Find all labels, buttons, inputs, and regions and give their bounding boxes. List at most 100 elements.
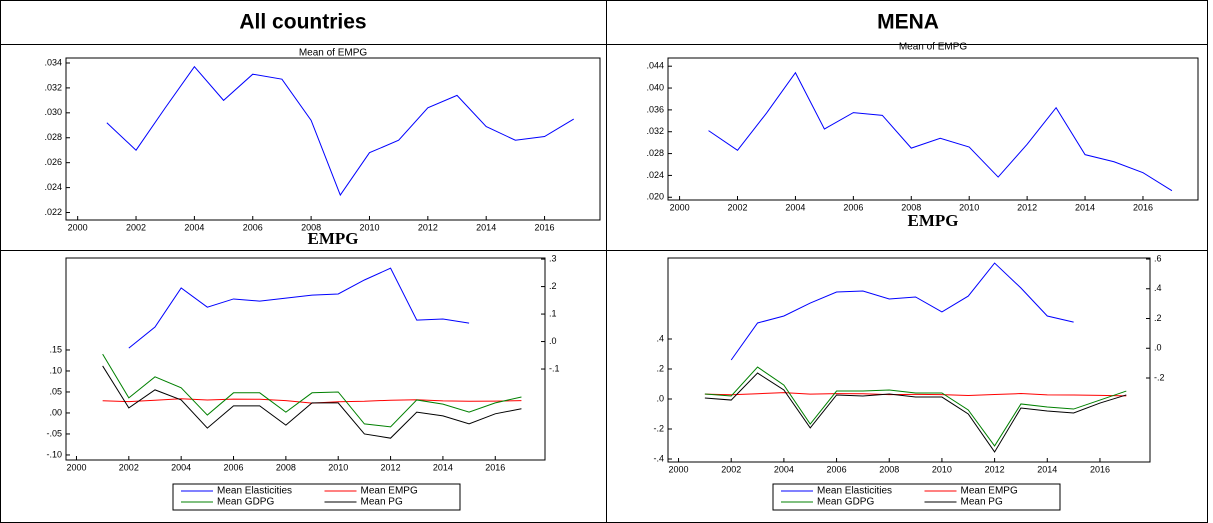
y-tick-label: .2 (656, 363, 664, 373)
x-tick-label: 2014 (476, 222, 496, 232)
x-tick-label: 2002 (721, 464, 741, 474)
x-tick-label: 2012 (985, 464, 1005, 474)
x-tick-label: 2004 (171, 462, 191, 472)
x-tick-label: 2010 (959, 202, 979, 212)
x-tick-label: 2002 (727, 202, 747, 212)
x-tick-label: 2002 (126, 222, 146, 232)
y-tick-label: .10 (49, 365, 62, 375)
legend-label: Mean Elasticities (817, 486, 892, 497)
y-tick-label: .022 (44, 207, 62, 217)
y-tick-label: .024 (44, 182, 62, 192)
x-tick-label: 2006 (224, 462, 244, 472)
x-tick-label: 2008 (301, 222, 321, 232)
y-tick-label: .026 (44, 157, 62, 167)
y-tick-label: .030 (44, 107, 62, 117)
y2-tick-label: .4 (1154, 283, 1162, 293)
y-tick-label: .028 (646, 148, 664, 158)
y-tick-label: .05 (49, 386, 62, 396)
x-tick-label: 2016 (1133, 202, 1153, 212)
y2-tick-label: .6 (1154, 253, 1162, 263)
x-tick-label: 2014 (1075, 202, 1095, 212)
x-tick-label: 2000 (66, 462, 86, 472)
x-tick-label: 2016 (535, 222, 555, 232)
x-tick-label: 2008 (901, 202, 921, 212)
legend-box (772, 483, 1061, 511)
legend-label: Mean GDPG (217, 497, 274, 508)
x-axis-label: EMPG (308, 229, 359, 248)
column-header: All countries (239, 11, 366, 34)
x-tick-label: 2010 (328, 462, 348, 472)
x-tick-label: 2014 (433, 462, 453, 472)
legend-label: Mean PG (361, 497, 403, 508)
y-tick-label: .0 (656, 393, 664, 403)
plot-frame (65, 57, 601, 221)
legend-label: Mean PG (961, 497, 1003, 508)
x-tick-label: 2016 (1090, 464, 1110, 474)
y2-tick-label: .3 (549, 253, 557, 263)
y-tick-label: .044 (646, 61, 664, 71)
x-tick-label: 2014 (1037, 464, 1057, 474)
x-tick-label: 2012 (418, 222, 438, 232)
y2-tick-label: .1 (549, 308, 557, 318)
x-tick-label: 2010 (359, 222, 379, 232)
chart-title: Mean of EMPG (899, 42, 968, 53)
x-tick-label: 2000 (669, 464, 689, 474)
x-tick-label: 2004 (184, 222, 204, 232)
legend-label: Mean EMPG (961, 486, 1018, 497)
y-tick-label: .024 (646, 170, 664, 180)
y2-tick-label: -.1 (549, 363, 560, 373)
legend-label: Mean Elasticities (217, 486, 292, 497)
data-line (102, 353, 522, 428)
legend-label: Mean GDPG (817, 497, 874, 508)
x-tick-label: 2016 (485, 462, 505, 472)
x-tick-label: 2000 (68, 222, 88, 232)
y2-tick-label: .2 (1154, 313, 1162, 323)
legend-label: Mean EMPG (361, 486, 418, 497)
data-line (704, 372, 1127, 453)
data-line (128, 267, 470, 349)
y-tick-label: .036 (646, 104, 664, 114)
y-tick-label: .028 (44, 132, 62, 142)
x-tick-label: 2008 (879, 464, 899, 474)
y2-tick-label: -.2 (1154, 372, 1165, 382)
x-tick-label: 2004 (774, 464, 794, 474)
data-line (102, 365, 522, 439)
plot-frame (65, 257, 546, 461)
x-tick-label: 2004 (785, 202, 805, 212)
y-tick-label: .032 (44, 82, 62, 92)
y-tick-label: .034 (44, 57, 62, 67)
x-tick-label: 2006 (243, 222, 263, 232)
x-tick-label: 2010 (932, 464, 952, 474)
y2-tick-label: .2 (549, 281, 557, 291)
y-tick-label: -.05 (46, 428, 62, 438)
x-tick-label: 2002 (119, 462, 139, 472)
y-tick-label: .020 (646, 192, 664, 202)
data-line (704, 366, 1127, 447)
y-tick-label: .040 (646, 82, 664, 92)
x-tick-label: 2000 (670, 202, 690, 212)
y-tick-label: .00 (49, 407, 62, 417)
data-line (708, 71, 1173, 192)
x-tick-label: 2008 (276, 462, 296, 472)
data-line (730, 262, 1074, 361)
x-tick-label: 2006 (843, 202, 863, 212)
y-tick-label: -.2 (653, 423, 664, 433)
x-axis-label: EMPG (908, 211, 959, 230)
plot-frame (667, 257, 1151, 463)
y2-tick-label: .0 (549, 336, 557, 346)
legend-box (172, 483, 461, 511)
y-tick-label: .032 (646, 126, 664, 136)
x-tick-label: 2012 (381, 462, 401, 472)
y-tick-label: .15 (49, 344, 62, 354)
column-header: MENA (877, 11, 939, 34)
y-tick-label: -.10 (46, 449, 62, 459)
y-tick-label: .4 (656, 333, 664, 343)
y2-tick-label: .0 (1154, 343, 1162, 353)
data-line (106, 65, 574, 197)
y-tick-label: -.4 (653, 453, 664, 463)
plot-frame (667, 57, 1199, 201)
x-tick-label: 2012 (1017, 202, 1037, 212)
x-tick-label: 2006 (827, 464, 847, 474)
